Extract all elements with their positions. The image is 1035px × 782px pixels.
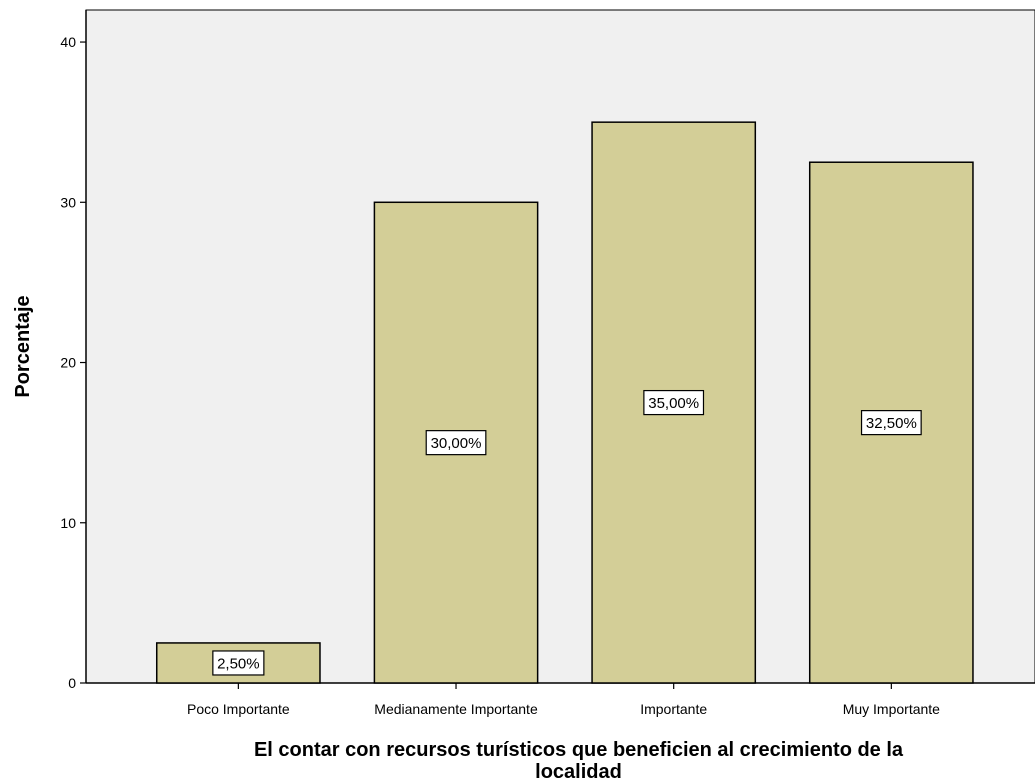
y-tick-label: 40 — [60, 34, 76, 50]
data-label: 30,00% — [425, 430, 487, 456]
y-axis: 0 10 20 30 40 — [60, 10, 87, 691]
x-tick-label: Poco Importante — [187, 701, 290, 717]
data-labels: 2,50% 30,00% 35,00% 32,50% — [212, 389, 922, 676]
y-tick-label: 20 — [60, 355, 76, 371]
y-tick-label: 30 — [60, 194, 76, 210]
data-label-box — [212, 650, 265, 676]
y-tick-label: 10 — [60, 515, 76, 531]
x-tick-label: Importante — [640, 701, 707, 717]
y-axis-label: Porcentaje — [12, 295, 34, 397]
x-axis-label-line-1: El contar con recursos turísticos que be… — [254, 739, 904, 761]
data-label: 35,00% — [643, 389, 705, 416]
data-label-text: 35,00% — [648, 395, 699, 412]
data-label-text: 2,50% — [217, 655, 260, 672]
data-label-text: 30,00% — [431, 435, 482, 452]
bars — [155, 121, 974, 684]
data-label: 32,50% — [860, 410, 922, 436]
data-label-box — [860, 410, 922, 436]
data-label-box — [425, 430, 487, 456]
x-axis-label-line-2: localidad — [535, 761, 622, 782]
data-label: 2,50% — [212, 650, 265, 676]
data-label-text: 32,50% — [866, 415, 917, 432]
x-axis: Poco Importante Medianamente Importante Im… — [86, 682, 1035, 717]
x-tick-label: Muy Importante — [843, 701, 940, 717]
x-tick-label: Medianamente Importante — [374, 701, 538, 717]
y-tick-label: 0 — [68, 675, 76, 691]
data-label-box — [643, 389, 705, 416]
